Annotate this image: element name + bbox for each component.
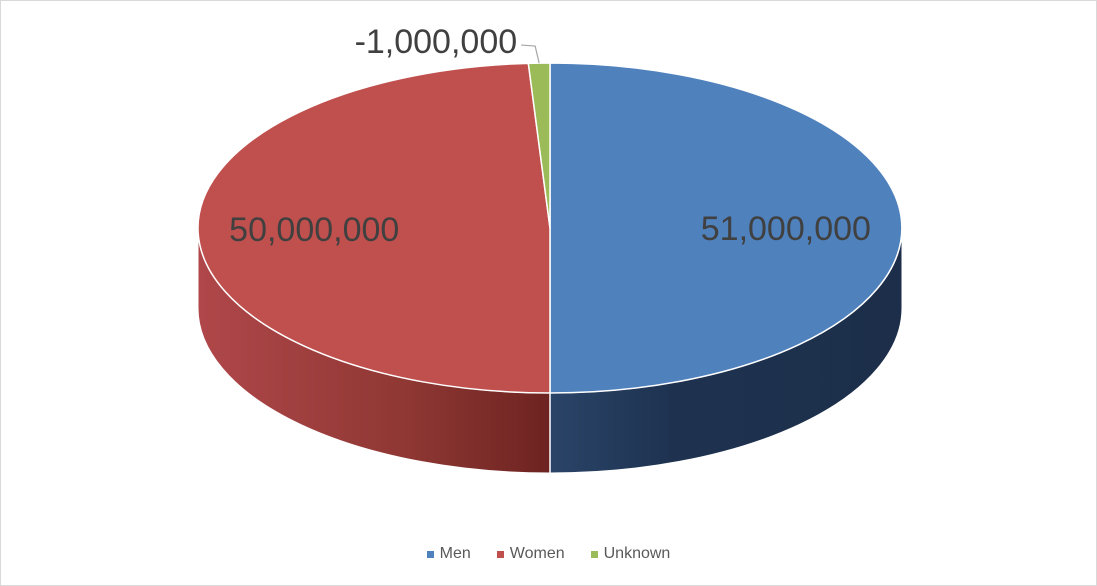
pie-labels: 51,000,000 50,000,000 -1,000,000 bbox=[229, 23, 871, 249]
leader-line-unknown bbox=[521, 44, 540, 64]
pie-slice-women bbox=[197, 62, 551, 394]
legend-swatch-men bbox=[426, 550, 434, 558]
pie-chart: 51,000,000 50,000,000 -1,000,000 bbox=[197, 23, 903, 474]
legend-label-women: Women bbox=[509, 545, 565, 562]
legend-label-men: Men bbox=[439, 545, 471, 562]
data-label-men: 51,000,000 bbox=[701, 210, 871, 248]
pie-top bbox=[197, 62, 903, 394]
legend: Men Women Unknown bbox=[1, 545, 1096, 563]
pie-slice-unknown bbox=[527, 62, 551, 229]
legend-label-unknown: Unknown bbox=[603, 545, 671, 562]
legend-item-women: Women bbox=[496, 545, 565, 563]
data-label-unknown: -1,000,000 bbox=[355, 23, 518, 61]
legend-swatch-women bbox=[496, 550, 504, 558]
legend-item-men: Men bbox=[426, 545, 471, 563]
legend-swatch-unknown bbox=[590, 550, 598, 558]
pie-slice-men bbox=[549, 62, 903, 394]
legend-item-unknown: Unknown bbox=[590, 545, 671, 563]
data-label-women: 50,000,000 bbox=[229, 211, 399, 249]
